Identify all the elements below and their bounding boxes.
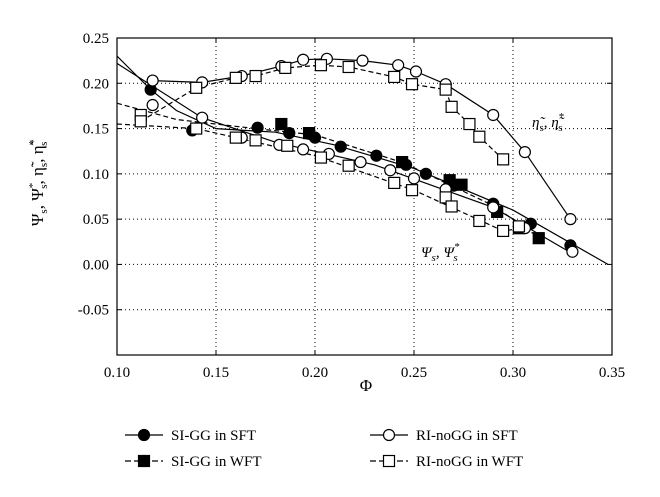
series-line-si-gg-in-sft-fit (116, 55, 609, 265)
data-point-ri-nogg-in-sft (566, 245, 579, 258)
data-point-ri-nogg-in-sft-efficiency (392, 59, 405, 72)
y-tick-label: 0.10 (83, 167, 109, 183)
legend-marker (137, 454, 151, 468)
data-point-ri-nogg-in-wft-efficiency (314, 59, 328, 72)
legend-label: SI-GG in WFT (171, 454, 262, 470)
y-tick-label: 0.05 (83, 212, 109, 228)
data-point-ri-nogg-in-wft (190, 122, 203, 135)
data-point-ri-nogg-in-sft-efficiency (146, 74, 159, 87)
data-point-ri-nogg-in-sft (407, 172, 421, 185)
data-point-ri-nogg-in-wft (314, 151, 328, 164)
data-point-si-gg-in-wft (455, 178, 468, 191)
legend-label: RI-noGG in WFT (416, 454, 523, 470)
data-point-ri-nogg-in-sft-efficiency (487, 108, 500, 122)
svg-text:η̃s, η̃*s: η̃s, η̃* s (532, 111, 565, 134)
svg-text:Ψs, Ψ*s, η̃s, η̃*s: Ψs, Ψ*s, η̃s, η̃*s (27, 139, 50, 226)
data-point-ri-nogg-in-sft (354, 155, 367, 169)
data-point-ri-nogg-in-wft-efficiency (463, 117, 476, 131)
svg-text:Ψs, Ψ*s: Ψs, Ψ* s (421, 241, 460, 264)
x-tick-label: 0.15 (203, 365, 229, 381)
data-point-ri-nogg-in-wft-efficiency (405, 78, 419, 91)
data-point-ri-nogg-in-wft-efficiency (342, 60, 355, 74)
data-point-ri-nogg-in-wft-efficiency (279, 61, 292, 74)
data-point-si-gg-in-sft (334, 140, 347, 153)
data-point-ri-nogg-in-wft-efficiency (473, 130, 486, 143)
data-point-ri-nogg-in-sft-efficiency (518, 146, 531, 159)
data-point-si-gg-in-wft (396, 155, 409, 169)
x-tick-label: 0.20 (302, 365, 328, 381)
data-point-ri-nogg-in-wft (388, 176, 401, 190)
series-markers (134, 52, 579, 258)
y-tick-label: 0.15 (83, 122, 109, 138)
data-point-ri-nogg-in-wft (229, 131, 242, 144)
data-point-si-gg-in-wft (302, 126, 316, 140)
legend-item: SI-GG in WFT (125, 454, 262, 470)
data-point-ri-nogg-in-sft-efficiency (297, 53, 310, 66)
data-point-ri-nogg-in-wft (512, 220, 526, 233)
legend-label: RI-noGG in SFT (416, 428, 518, 444)
data-point-ri-nogg-in-wft (342, 159, 355, 172)
y-tick-label: 0.00 (83, 257, 109, 273)
x-axis-label: Φ (360, 376, 372, 395)
data-point-ri-nogg-in-sft (146, 98, 159, 112)
data-point-ri-nogg-in-sft (297, 143, 310, 156)
x-tick-label: 0.10 (104, 365, 130, 381)
plot-frame (116, 37, 613, 356)
x-tick-label: 0.25 (401, 365, 427, 381)
data-point-ri-nogg-in-sft (196, 111, 209, 124)
data-point-ri-nogg-in-wft-efficiency (445, 100, 458, 113)
legend-item: RI-noGG in WFT (370, 454, 523, 470)
series-line-ri-nogg-in-wft-fit (116, 123, 523, 232)
x-tick-label: 0.35 (599, 365, 625, 381)
data-point-ri-nogg-in-wft-efficiency (190, 81, 203, 94)
data-point-ri-nogg-in-wft-efficiency (134, 115, 147, 128)
legend-marker (382, 454, 396, 468)
data-point-ri-nogg-in-wft-efficiency (249, 69, 262, 83)
data-point-ri-nogg-in-wft-efficiency (497, 153, 510, 166)
y-axis-label: Ψs, Ψ*s, η̃s, η̃*s (27, 139, 50, 226)
x-tick-label: 0.30 (500, 365, 526, 381)
data-point-ri-nogg-in-wft (405, 184, 419, 197)
annotation-pressure: Ψs, Ψ* s (421, 241, 460, 264)
data-point-ri-nogg-in-wft-efficiency (229, 71, 242, 84)
data-point-ri-nogg-in-wft-efficiency (439, 83, 452, 96)
data-point-ri-nogg-in-wft (473, 214, 486, 228)
legend-item: SI-GG in SFT (125, 428, 256, 444)
y-tick-label: 0.25 (83, 31, 109, 47)
legend-marker (382, 428, 396, 442)
axis-ticks: 0.10 0.15 0.20 0.25 0.30 0.35 -0.05 0.00 0.05 0.1… (78, 31, 625, 381)
data-point-ri-nogg-in-wft (497, 224, 510, 238)
data-point-si-gg-in-sft (419, 167, 432, 180)
legend-label: SI-GG in SFT (171, 428, 256, 444)
data-point-si-gg-in-sft (283, 127, 296, 140)
data-point-ri-nogg-in-wft (445, 200, 458, 213)
annotation-efficiency: η̃s, η̃* s (532, 111, 565, 134)
y-tick-label: 0.20 (83, 76, 109, 92)
data-point-ri-nogg-in-wft (281, 139, 294, 152)
data-point-ri-nogg-in-sft-efficiency (356, 54, 369, 67)
data-point-si-gg-in-wft (275, 117, 288, 131)
data-point-ri-nogg-in-sft-efficiency (409, 65, 423, 78)
data-point-ri-nogg-in-wft (249, 134, 262, 147)
legend-marker (137, 428, 151, 442)
legend: SI-GG in SFT RI-noGG in SFT SI-GG in WFT RI… (125, 428, 523, 470)
data-point-ri-nogg-in-wft-efficiency (388, 70, 401, 84)
data-point-si-gg-in-sft (370, 149, 383, 162)
legend-item: RI-noGG in SFT (370, 428, 518, 444)
y-tick-label: -0.05 (78, 303, 109, 319)
data-point-ri-nogg-in-sft (384, 164, 397, 177)
data-point-si-gg-in-wft (532, 232, 545, 245)
data-point-ri-nogg-in-sft-efficiency (564, 213, 577, 226)
data-point-ri-nogg-in-sft (487, 201, 500, 214)
data-point-si-gg-in-sft (251, 121, 264, 134)
